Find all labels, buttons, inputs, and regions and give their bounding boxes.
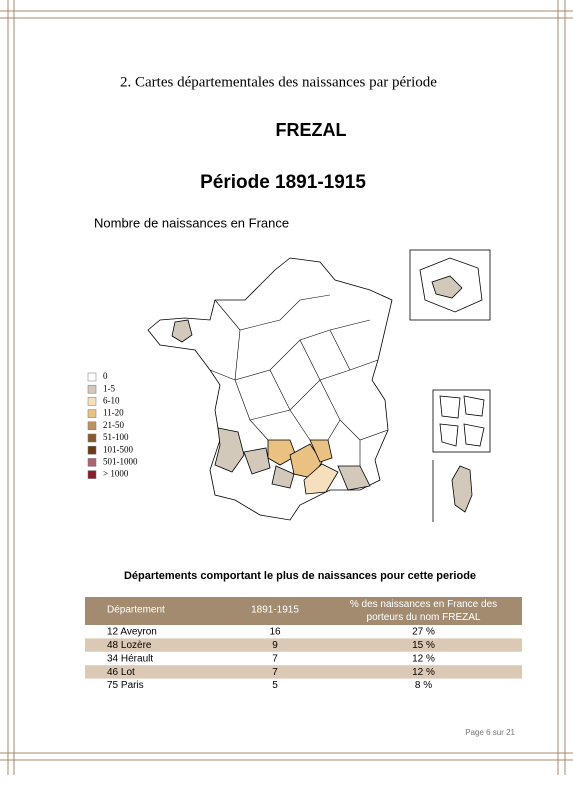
table-header-bg [85,597,522,625]
map-legend: 0 1-5 6-10 11-20 21-50 51-100 101-500 501-1000 >… [87,371,138,479]
table-row-bg [85,665,522,679]
table-cell: 5 [272,680,278,691]
table-cell: 46 Lot [107,667,135,678]
legend-label: 51-100 [103,432,129,442]
legend-swatch [87,397,97,406]
legend-swatch [87,445,97,455]
period-title: Période 1891-1915 [200,172,366,193]
section-heading: 2. Cartes départementales des naissances… [120,74,437,90]
legend-swatch [87,372,97,382]
legend-swatch [87,433,97,443]
legend-label: 501-1000 [103,456,138,466]
table-cell: 34 Hérault [107,653,153,664]
legend-label: 0 [103,371,108,381]
table-cell: 15 % [412,640,435,651]
legend-swatch [87,470,97,479]
legend-swatch [87,384,97,394]
map-title: Nombre de naissances en France [94,215,289,230]
table-cell: 16 [269,627,281,638]
table-cell: 7 [272,653,278,664]
table-cell: 8 % [415,680,432,691]
table-row-bg [85,638,522,652]
legend-swatch [87,458,97,467]
legend-label: 1-5 [103,383,115,393]
table-cell: 12 Aveyron [107,627,157,638]
legend-label: 101-500 [103,444,133,454]
table-header-cell: 1891-1915 [251,605,299,616]
table-header-cell: % des naissances en France des porteurs d… [350,599,497,623]
table-cell: 12 % [412,667,435,678]
legend-label: 21-50 [103,420,124,430]
table-title: Départements comportant le plus de naiss… [124,570,476,582]
legend-swatch [87,409,97,418]
legend-label: 11-20 [103,408,124,418]
table-cell: 75 Paris [107,680,144,691]
surname: FREZAL [276,120,347,140]
data-table: Département 1891-1915 % des naissances en … [85,597,522,691]
table-header-cell: Département [107,605,165,616]
table-cell: 12 % [412,653,435,664]
table-cell: 9 [272,640,278,651]
table-cell: 7 [272,667,278,678]
legend-swatch [87,421,97,431]
france-map [147,249,491,522]
page-number: Page 6 sur 21 [465,728,515,737]
table-cell: 48 Lozère [107,640,152,651]
legend-label: 6-10 [103,395,120,405]
legend-label: > 1000 [103,469,129,479]
table-cell: 27 % [412,627,435,638]
